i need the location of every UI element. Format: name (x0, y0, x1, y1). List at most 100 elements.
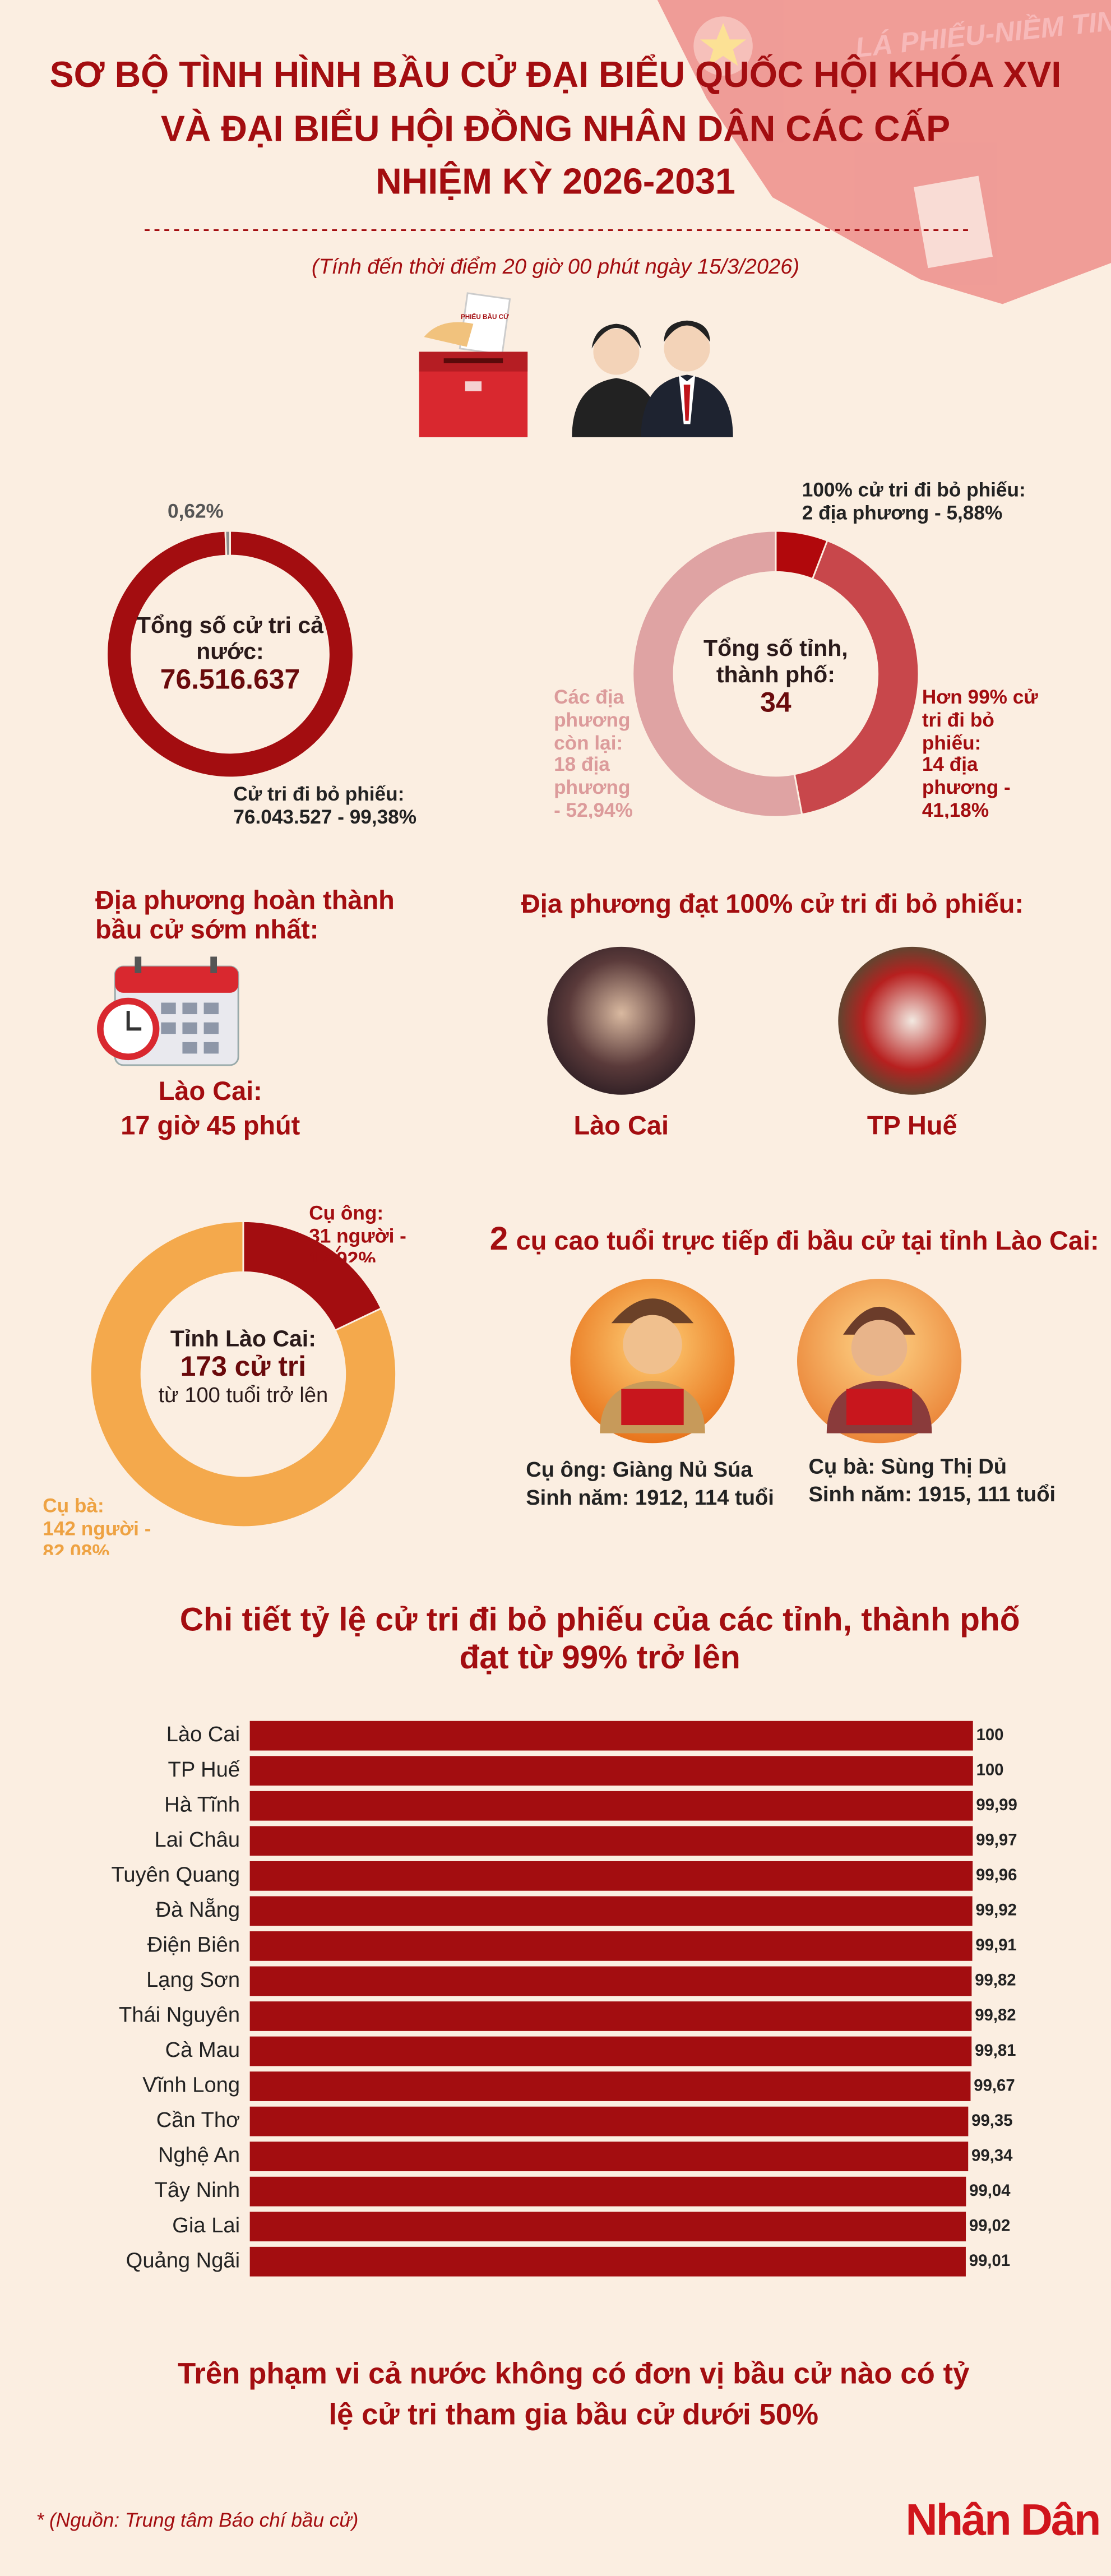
section-heading: Địa phương hoàn thành bầu cử sớm nhất: (95, 887, 395, 946)
logo: Nhân Dân (906, 2494, 1100, 2544)
bar-value-label: 99,82 (975, 1971, 1016, 1990)
bar-category-label: Cần Thơ (156, 2108, 240, 2132)
bar-category-label: Vĩnh Long (142, 2074, 240, 2097)
elders-count: 2 (490, 1220, 508, 1257)
bar-value-label: 99,01 (969, 2251, 1010, 2270)
title-line: NHIỆM KỲ 2026-2031 (376, 160, 735, 201)
photo-tp-hue (838, 946, 987, 1095)
title-line: VÀ ĐẠI BIỂU HỘI ĐỒNG NHÂN DÂN CÁC CẤP (161, 108, 950, 149)
bar-value-label: 99,82 (975, 2006, 1016, 2024)
title-line: SƠ BỘ TÌNH HÌNH BẦU CỬ ĐẠI BIỂU QUỐC HỘI… (50, 54, 1062, 95)
place-label: TP Huế (867, 1111, 958, 1140)
text-block: Trên phạm vi cả nước không có đơn vị bầu… (171, 2354, 976, 2437)
bar (249, 1931, 973, 1961)
text-block-content: Địa phương hoàn thành bầu cử sớm nhất: (95, 887, 424, 948)
text-block-content: Các địa phương còn lại: 18 địa phương - 5… (554, 687, 639, 819)
portrait-grandfather (570, 1279, 735, 1444)
text-block-content: Hơn 99% cử tri đi bỏ phiếu: 14 địa phương… (922, 687, 1050, 819)
person-birth: Sinh năm: 1915, 111 tuổi (809, 1483, 1056, 1506)
text-block-content: Chi tiết tỷ lệ cử tri đi bỏ phiếu của cá… (173, 1603, 1027, 1678)
slice-category: Các địa phương còn lại: (554, 687, 631, 754)
bar-category-label: Quảng Ngãi (126, 2249, 240, 2272)
center-value: 76.516.637 (160, 664, 300, 696)
bar-value-label: 99,91 (975, 1936, 1016, 1954)
ballot-box-icon (419, 292, 528, 437)
bar (249, 1826, 973, 1856)
slice-value-label: 14 địa phương - 41,18% (922, 753, 1011, 819)
donut-slice (632, 530, 803, 818)
text-block: Cụ ông:31 người - 17,92% (309, 1203, 473, 1262)
bar-category-label: Tây Ninh (155, 2179, 240, 2202)
chart-title: Chi tiết tỷ lệ cử tri đi bỏ phiếu của cá… (179, 1602, 1020, 1677)
text-block-content: Trên phạm vi cả nước không có đơn vị bầu… (171, 2354, 976, 2437)
text-block-content: Cụ ông: 31 người - 17,92% (309, 1203, 473, 1262)
bar-value-label: 99,81 (975, 2041, 1016, 2060)
earliest-time: 17 giờ 45 phút (121, 1111, 300, 1140)
bar-value-label: 100 (976, 1726, 1004, 1744)
slice-category: Hơn 99% cử tri đi bỏ phiếu: (922, 687, 1038, 754)
bar (249, 1861, 973, 1891)
text-block: Tổng số tỉnh, thành phố:34 (693, 635, 858, 720)
text-block: Cử tri đi bỏ phiếu:76.043.527 - 99,38% (233, 784, 416, 828)
slice-value-label: 31 người - 17,92% (309, 1224, 406, 1262)
text-block-content: Cụ bà: 142 người - 82,08% (43, 1496, 207, 1555)
slice-value-label: 0,62% (168, 501, 224, 523)
closing-note: Trên phạm vi cả nước không có đơn vị bầu… (177, 2357, 970, 2431)
bar (249, 1896, 973, 1926)
bar-category-label: Gia Lai (172, 2214, 240, 2237)
text-block: Tổng số cử tri cả nước:76.516.637 (132, 612, 329, 697)
bar-value-label: 99,34 (971, 2146, 1013, 2165)
text-block-content: 100% cử tri đi bỏ phiếu: 2 địa phương - 5… (802, 480, 1065, 525)
slice-category: Cử tri đi bỏ phiếu: (233, 784, 405, 806)
center-label: Tỉnh Lào Cai: (170, 1325, 316, 1352)
text-block: Địa phương hoàn thành bầu cử sớm nhất: (95, 887, 424, 948)
text-block-content: 0,62% (168, 501, 250, 524)
text-block-content: Tổng số tỉnh, thành phố: 34 (693, 635, 858, 720)
bar (249, 2176, 966, 2207)
center-label: từ 100 tuổi trở lên (158, 1381, 328, 1407)
bar-value-label: 99,04 (969, 2181, 1011, 2200)
bar-category-label: Lạng Sơn (146, 1968, 240, 1992)
bar-category-label: Đà Nẵng (156, 1897, 240, 1922)
center-label: Tổng số cử tri cả nước: (136, 611, 323, 664)
text-block: Hơn 99% cử tri đi bỏ phiếu:14 địa phương… (922, 687, 1050, 819)
text-block: Chi tiết tỷ lệ cử tri đi bỏ phiếu của cá… (173, 1603, 1027, 1678)
bar-category-label: Nghệ An (158, 2144, 240, 2167)
bar (249, 2071, 971, 2101)
bar-value-label: 99,35 (971, 2111, 1012, 2130)
bar-category-label: Hà Tĩnh (164, 1793, 240, 1816)
person-birth: Sinh năm: 1912, 114 tuổi (526, 1486, 774, 1510)
bar (249, 2001, 972, 2031)
bar-category-label: Tuyên Quang (112, 1863, 240, 1886)
bar-category-label: Cà Mau (165, 2038, 240, 2062)
text-block: Cụ bà:142 người - 82,08% (43, 1496, 207, 1555)
bar (249, 1791, 973, 1821)
ballot-label: PHIẾU BẦU CỬ (461, 313, 509, 321)
photo-lao-cai (547, 946, 696, 1095)
place-label: Lào Cai (574, 1111, 669, 1140)
bar-category-label: Lai Châu (155, 1828, 240, 1852)
text-block-content: Tổng số cử tri cả nước: 76.516.637 (132, 612, 329, 697)
slice-category: 100% cử tri đi bỏ phiếu: (802, 480, 1026, 502)
slice-value-label: 142 người - 82,08% (43, 1516, 151, 1555)
bar-value-label: 99,67 (974, 2076, 1015, 2094)
text-block: 100% cử tri đi bỏ phiếu:2 địa phương - 5… (802, 480, 1065, 525)
donut-slice (793, 539, 920, 816)
section-heading: Địa phương đạt 100% cử tri đi bỏ phiếu: (521, 889, 1024, 918)
calendar-icon (96, 956, 239, 1066)
bar (249, 2142, 969, 2172)
bar-value-label: 99,92 (976, 1901, 1017, 1920)
source: * (Nguồn: Trung tâm Báo chí bầu cử) (36, 2509, 359, 2531)
bar (249, 2212, 966, 2242)
bar-category-label: Thái Nguyên (119, 2004, 240, 2027)
person-name: Cụ ông: Giàng Nủ Súa (526, 1458, 753, 1482)
delegates-icon (572, 320, 733, 437)
bar (249, 1721, 973, 1751)
bar-category-label: TP Huế (168, 1758, 240, 1782)
bar (249, 2036, 972, 2066)
donut-slice (224, 530, 231, 557)
bar-value-label: 99,02 (969, 2216, 1010, 2235)
